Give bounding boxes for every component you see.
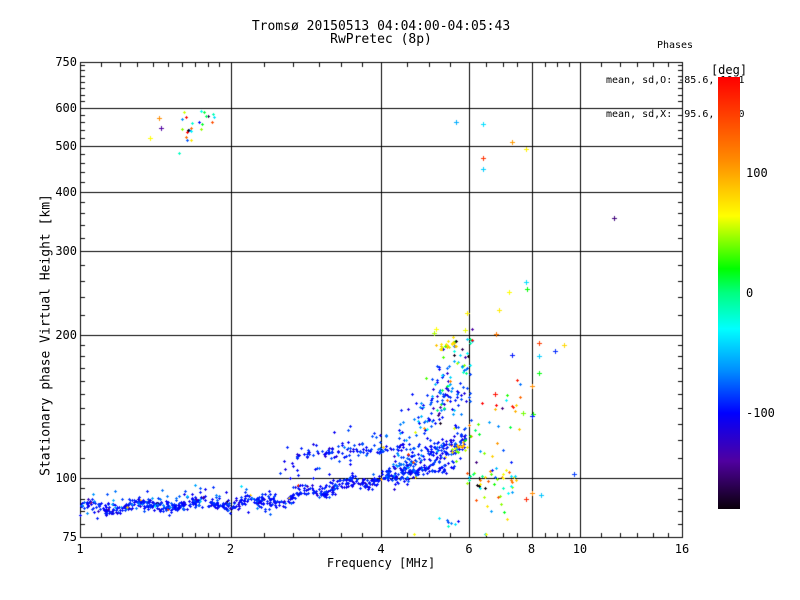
plot-title: Tromsø 20150513 04:04:00-04:05:43 [251,19,511,34]
y-tick-label: 100 [55,470,77,485]
x-tick-label: 2 [226,542,235,556]
x-tick-label: 16 [674,542,690,556]
y-axis-label: Stationary phase Virtual Height [km] [38,194,54,476]
colorbar-tick-label: 0 [746,286,754,300]
phases-annotation-heading: Phases [656,40,694,51]
plot-subtitle: RwPretec (8p) [330,32,432,47]
x-tick-label: 6 [465,542,473,556]
y-tick-label: 400 [55,184,77,199]
x-tick-label: 10 [572,542,588,556]
y-tick-label: 300 [55,244,77,259]
y-tick-label: 500 [55,138,77,153]
y-tick-label: 75 [62,530,77,544]
x-axis-label: Frequency [MHz] [326,556,436,570]
y-tick-label: 200 [55,327,77,342]
colorbar-tick-label: -100 [746,406,775,420]
colorbar-tick-label: 100 [746,166,768,180]
y-tick-label: 750 [55,55,77,69]
x-tick-label: 8 [527,542,536,556]
colorbar-unit-label: [deg] [710,63,748,77]
x-tick-label: 1 [76,542,84,556]
colorbar-gradient [718,77,740,509]
y-tick-label: 600 [55,101,77,116]
x-tick-label: 4 [377,542,385,556]
